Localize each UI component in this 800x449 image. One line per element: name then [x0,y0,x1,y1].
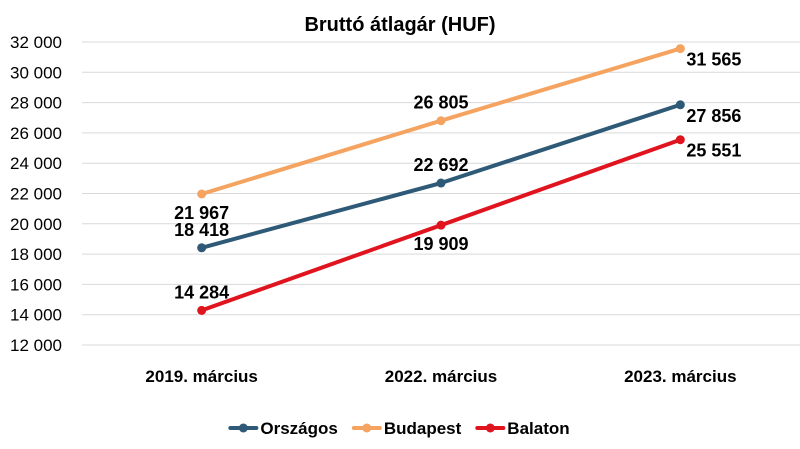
x-tick-label: 2023. március [624,367,736,386]
data-point-balaton [436,220,446,230]
series-lines [197,44,685,315]
y-tick-label: 12 000 [10,336,62,355]
y-tick-label: 22 000 [10,185,62,204]
data-labels: 18 418 22 692 27 856 21 967 26 805 31 565 14 2… [174,50,741,303]
data-point-balaton [675,135,685,145]
y-tick-label: 20 000 [10,215,62,234]
x-tick-label: 2022. március [385,367,497,386]
y-axis-tick-labels: 12 000 14 000 16 000 18 000 20 000 22 000 24 0… [10,33,62,355]
data-label-orszagos: 27 856 [686,106,741,126]
legend-dot [362,423,372,433]
data-point-orszagos [197,243,207,253]
y-tick-label: 14 000 [10,306,62,325]
data-point-orszagos [675,100,685,110]
x-axis-tick-labels: 2019. március 2022. március 2023. március [145,367,736,386]
legend-label: Országos [260,419,337,438]
data-point-budapest [675,44,685,54]
y-tick-label: 32 000 [10,33,62,52]
legend-item-orszagos: Országos [228,419,338,438]
data-label-budapest: 26 805 [413,93,468,113]
data-label-budapest: 31 565 [686,50,741,70]
data-point-budapest [436,116,446,126]
legend-item-budapest: Budapest [351,419,462,438]
legend: Országos Budapest Balaton [228,419,570,438]
y-tick-label: 28 000 [10,94,62,113]
legend-item-balaton: Balaton [475,419,570,438]
legend-label: Budapest [384,419,462,438]
legend-dot [238,423,248,433]
data-label-budapest: 21 967 [174,203,229,223]
data-point-balaton [197,305,207,315]
legend-dot [485,423,495,433]
legend-label: Balaton [507,419,569,438]
data-label-balaton: 14 284 [174,282,229,302]
data-label-balaton: 19 909 [413,234,468,254]
y-tick-label: 18 000 [10,245,62,264]
legend-marker [351,423,382,433]
legend-marker [228,423,259,433]
chart-title: Bruttó átlagár (HUF) [304,14,495,36]
data-label-orszagos: 22 692 [413,155,468,175]
x-tick-label: 2019. március [145,367,257,386]
y-tick-label: 30 000 [10,63,62,82]
y-tick-label: 16 000 [10,275,62,294]
data-point-budapest [197,189,207,199]
data-point-orszagos [436,178,446,188]
y-tick-label: 24 000 [10,154,62,173]
y-tick-label: 26 000 [10,124,62,143]
legend-marker [475,423,506,433]
data-label-orszagos: 18 418 [174,220,229,240]
data-label-balaton: 25 551 [686,141,741,161]
